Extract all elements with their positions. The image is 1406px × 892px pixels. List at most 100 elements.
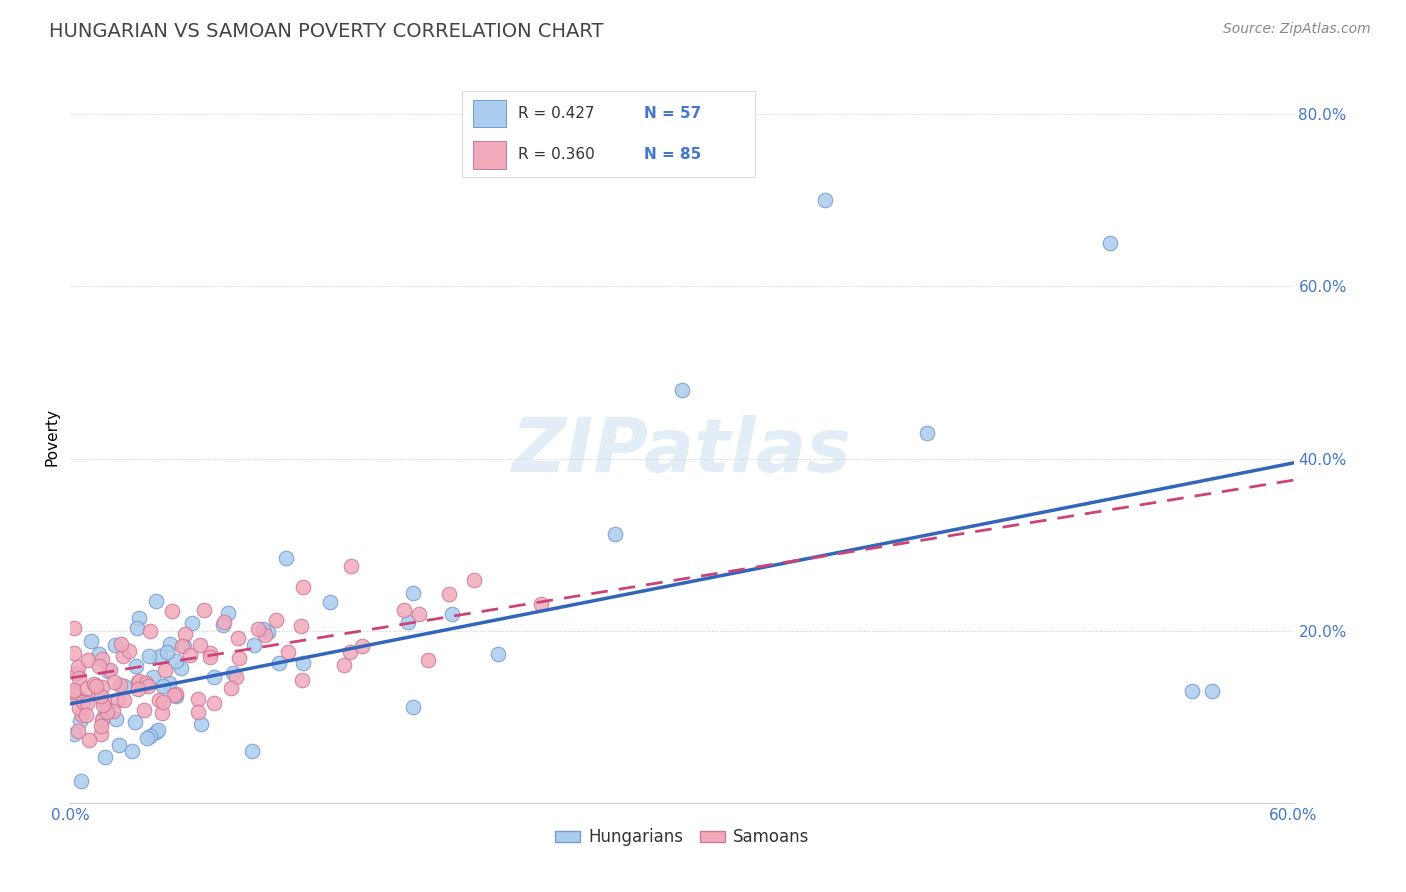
Point [402, 586, 425, 600]
Point [228, 651, 250, 665]
Point [76, 696, 98, 710]
Point [319, 594, 342, 608]
Point [142, 670, 165, 684]
Point [217, 606, 239, 620]
Point [180, 615, 202, 630]
Point [157, 675, 180, 690]
Point [165, 654, 187, 668]
Point [1099, 236, 1122, 251]
Text: HUNGARIAN VS SAMOAN POVERTY CORRELATION CHART: HUNGARIAN VS SAMOAN POVERTY CORRELATION … [49, 22, 603, 41]
Point [145, 594, 167, 608]
Point [124, 714, 146, 729]
Point [90, 652, 112, 666]
Point [69, 714, 91, 728]
Point [70, 708, 93, 723]
Point [148, 692, 170, 706]
Point [127, 675, 149, 690]
Point [80, 633, 103, 648]
Point [91, 713, 114, 727]
Point [145, 725, 167, 739]
Point [198, 646, 221, 660]
Point [463, 573, 485, 587]
Point [264, 613, 287, 627]
Y-axis label: Poverty: Poverty [44, 408, 59, 467]
Point [112, 693, 135, 707]
Point [170, 639, 193, 653]
Point [75, 708, 97, 723]
Point [90, 680, 112, 694]
Point [247, 622, 270, 636]
Point [121, 744, 143, 758]
Point [76, 681, 98, 695]
Point [174, 627, 197, 641]
Point [125, 658, 148, 673]
Point [441, 607, 464, 622]
Point [98, 663, 121, 677]
Point [97, 665, 120, 679]
Point [63, 687, 86, 701]
Text: ZIPatlas: ZIPatlas [512, 415, 852, 488]
Point [87, 658, 110, 673]
Point [103, 675, 125, 690]
Point [190, 716, 212, 731]
Point [1181, 684, 1204, 698]
Point [135, 676, 157, 690]
Point [90, 727, 112, 741]
Point [112, 679, 135, 693]
Point [90, 719, 112, 733]
Point [212, 618, 235, 632]
Point [70, 774, 93, 789]
Point [136, 679, 159, 693]
Point [159, 637, 181, 651]
Point [291, 657, 314, 671]
Point [173, 640, 195, 654]
Point [813, 194, 835, 208]
Point [63, 622, 86, 636]
Point [108, 678, 131, 692]
Point [146, 723, 169, 737]
Point [135, 677, 157, 691]
Point [149, 648, 172, 663]
Point [67, 671, 90, 685]
Point [221, 665, 243, 680]
Point [671, 383, 693, 397]
Point [153, 663, 176, 677]
Point [530, 598, 553, 612]
Point [165, 689, 187, 703]
Point [187, 705, 209, 719]
Point [77, 732, 100, 747]
Point [486, 647, 509, 661]
Point [169, 661, 191, 675]
Point [91, 698, 114, 712]
Point [292, 580, 315, 594]
Point [188, 639, 211, 653]
Point [339, 645, 361, 659]
Point [91, 711, 114, 725]
Point [155, 645, 177, 659]
Point [87, 647, 110, 661]
Point [1201, 684, 1223, 698]
Point [212, 615, 235, 630]
Point [152, 679, 174, 693]
Point [276, 550, 298, 565]
Point [128, 674, 150, 689]
Point [83, 676, 105, 690]
Point [67, 724, 90, 739]
Point [198, 649, 221, 664]
Point [63, 727, 86, 741]
Point [187, 691, 209, 706]
Point [93, 694, 115, 708]
Point [63, 685, 86, 699]
Point [117, 643, 139, 657]
Point [138, 729, 160, 743]
Point [93, 750, 115, 764]
Point [132, 703, 155, 717]
Point [269, 656, 291, 670]
Point [63, 647, 86, 661]
Point [66, 666, 89, 681]
Point [291, 673, 314, 688]
Point [179, 648, 201, 662]
Point [105, 712, 128, 726]
Point [128, 610, 150, 624]
Point [150, 706, 173, 720]
